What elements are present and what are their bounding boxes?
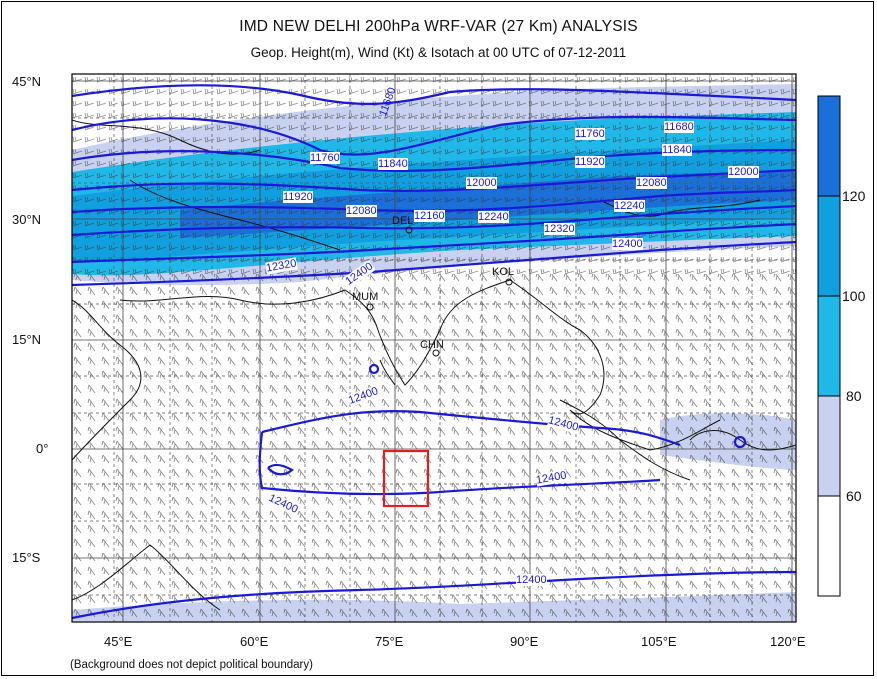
contour-label-12400-e: 12400 [516, 574, 547, 586]
contour-label-12080: 12080 [346, 205, 377, 217]
contour-label-11840: 11840 [378, 158, 408, 170]
contour-label-12080-east: 12080 [636, 177, 667, 189]
colorbar [817, 95, 841, 597]
map-area [72, 74, 796, 622]
height-contours [72, 84, 796, 620]
colorbar-swatch-below-60 [818, 496, 840, 596]
contour-label-12160: 12160 [414, 210, 445, 222]
colorbar-label-80: 80 [846, 388, 862, 404]
contour-label-11680-east: 11680 [664, 121, 694, 133]
wind-barbs-north [72, 74, 796, 274]
station-label-del: DEL [392, 215, 414, 227]
lon-label-45e: 45°E [104, 634, 133, 649]
colorbar-swatch-60-80 [818, 396, 840, 496]
colorbar-label-60: 60 [846, 488, 862, 504]
major-gridlines [72, 74, 796, 622]
map-title: IMD NEW DELHI 200hPa WRF-VAR (27 Km) ANA… [239, 18, 638, 35]
contour-label-11760: 11760 [310, 152, 340, 164]
lat-label-15s: 15°S [12, 550, 41, 565]
highlight-box [382, 449, 430, 508]
colorbar-label-120: 120 [842, 188, 866, 204]
station-kol-marker [505, 278, 513, 286]
lon-label-120e: 120°E [770, 634, 806, 649]
station-markers [366, 226, 513, 357]
map-subtitle: Geop. Height(m), Wind (Kt) & Isotach at … [250, 45, 627, 60]
lat-label-15n: 15°N [12, 332, 42, 347]
lat-label-30n: 30°N [12, 212, 42, 227]
station-mum-marker [366, 303, 374, 311]
contour-label-12400-north: 12400 [612, 238, 643, 250]
colorbar-label-100: 100 [842, 288, 866, 304]
station-label-kol: KOL [492, 266, 515, 278]
contour-label-11920-east: 11920 [575, 156, 605, 168]
station-del-marker [405, 226, 413, 234]
lat-label-45n: 45°N [12, 74, 42, 89]
lon-label-105e: 105°E [641, 634, 677, 649]
contour-label-11840-east: 11840 [662, 144, 692, 156]
colorbar-swatch-120plus [818, 96, 840, 196]
station-chn-marker [432, 349, 440, 357]
colorbar-swatch-80-100 [818, 296, 840, 396]
footnote: (Background does not depict political bo… [70, 659, 313, 671]
station-label-mum: MUM [352, 291, 379, 303]
contour-label-12000: 12000 [466, 177, 497, 189]
wind-barbs-south [72, 274, 796, 622]
lon-label-60e: 60°E [240, 634, 269, 649]
colorbar-swatch-100-120 [818, 196, 840, 296]
lon-label-75e: 75°E [375, 634, 404, 649]
lat-label-0: 0° [36, 441, 49, 456]
contour-label-11920: 11920 [283, 191, 313, 203]
map-border [71, 73, 797, 623]
contour-label-12240: 12240 [478, 211, 509, 223]
station-label-chn: CHN [420, 339, 444, 351]
contour-label-12240-east: 12240 [614, 200, 645, 212]
contour-label-12320-east: 12320 [544, 223, 575, 235]
contour-label-11760-east: 11760 [575, 128, 605, 140]
contour-label-12000-east: 12000 [728, 166, 759, 178]
lon-label-90e: 90°E [510, 634, 539, 649]
